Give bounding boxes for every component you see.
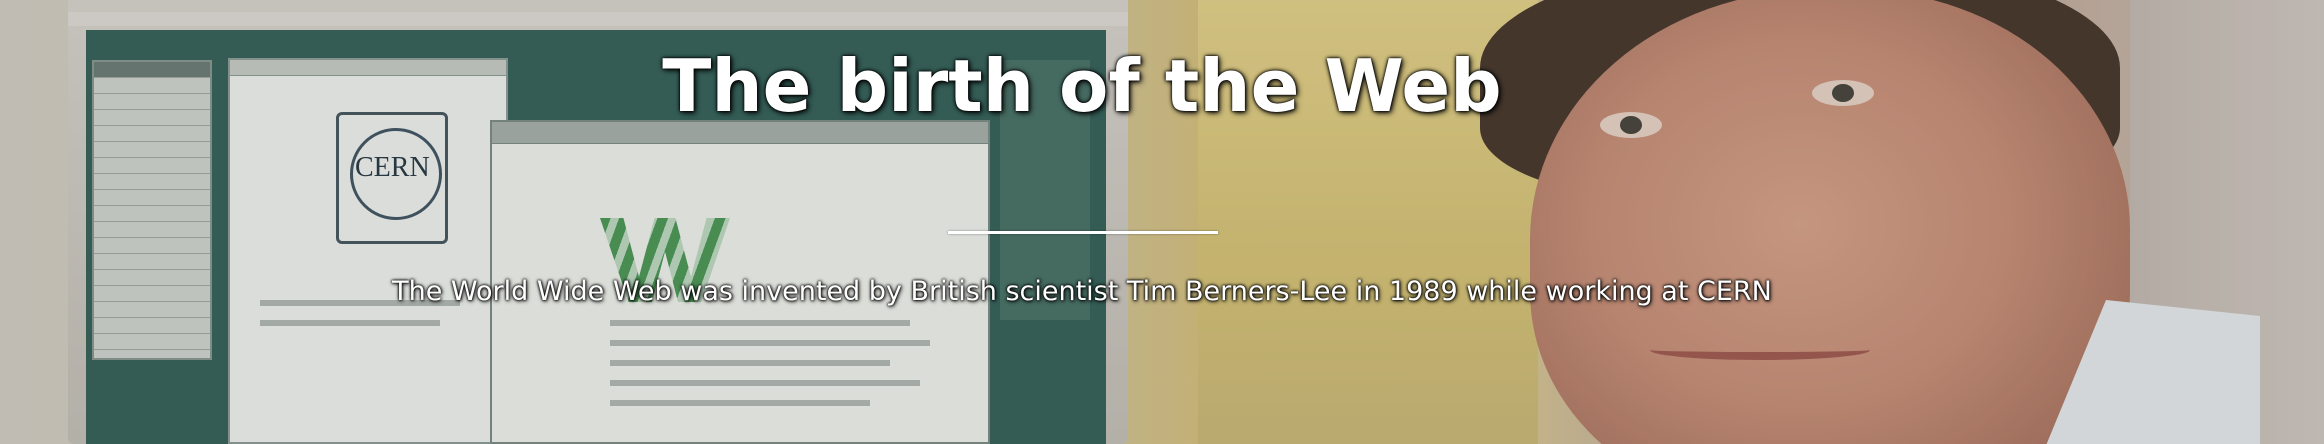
screen-document-window [228,58,508,444]
person-eye-left [1600,112,1662,138]
screen-browser-window [490,120,990,444]
screen-text-line [260,300,460,306]
title-divider [948,231,1218,234]
screen-text-line [610,400,870,406]
screen-text-line [610,360,890,366]
monitor-top-edge [68,12,1128,26]
cern-logo-icon [336,112,448,244]
screen-menu-panel [92,60,212,360]
screen-text-line [610,320,910,326]
cern-logo-text: CERN [355,152,430,183]
screen-text-line [260,320,440,326]
hero-subtitle: The World Wide Web was invented by Briti… [392,276,1772,307]
hero-title: The birth of the Web [662,44,1502,128]
person-mouth [1650,340,1870,360]
person-face [1530,0,2130,444]
screen-text-line [610,340,930,346]
cern-logo-ring [350,128,442,220]
screen-text-line [610,380,920,386]
person-eye-right [1812,80,1874,106]
screen-side-panel [1000,60,1090,320]
